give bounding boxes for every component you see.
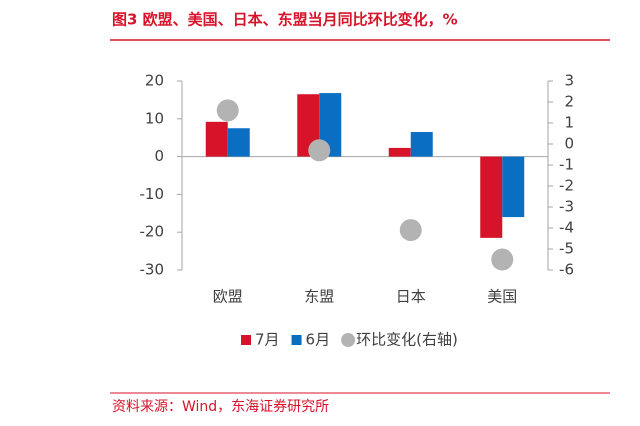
x-tick-label: 东盟 — [304, 288, 334, 306]
y-tick-label: 10 — [145, 109, 164, 127]
legend-label: 环比变化(右轴) — [356, 331, 458, 349]
point — [308, 139, 331, 162]
legend-label: 6月 — [306, 331, 331, 349]
legend-marker — [341, 333, 356, 347]
legend-marker — [241, 335, 251, 345]
y-tick-label: 0 — [154, 147, 164, 165]
bar — [480, 156, 503, 238]
y2-tick-label: -4 — [559, 219, 574, 237]
y2-tick-label: 2 — [564, 93, 574, 111]
x-tick-label: 美国 — [487, 288, 517, 306]
point — [491, 248, 514, 271]
bar — [502, 156, 525, 218]
y-tick-label: -30 — [140, 261, 165, 279]
chart-title: 图3 欧盟、美国、日本、东盟当月同比环比变化，% — [112, 11, 458, 29]
bar — [410, 132, 433, 157]
point — [216, 99, 239, 122]
legend-label: 7月 — [255, 331, 280, 349]
x-tick-label: 日本 — [396, 288, 426, 306]
y-tick-label: 20 — [145, 72, 164, 90]
y-tick-label: -10 — [140, 185, 165, 203]
y2-tick-label: -3 — [559, 198, 574, 216]
bar — [227, 128, 250, 157]
y2-tick-label: 0 — [564, 135, 574, 153]
source: 资料来源：Wind，东海证券研究所 — [112, 399, 329, 415]
y2-tick-label: 3 — [564, 72, 574, 90]
y2-tick-label: -2 — [559, 177, 574, 195]
point — [399, 219, 422, 242]
bar — [388, 147, 411, 157]
y2-tick-label: -6 — [559, 261, 574, 279]
y2-tick-label: 1 — [564, 114, 574, 132]
y-tick-label: -20 — [140, 223, 165, 241]
x-tick-label: 欧盟 — [213, 288, 243, 306]
y2-tick-label: -5 — [559, 240, 574, 258]
legend-marker — [291, 335, 302, 345]
y2-tick-label: -1 — [559, 156, 574, 174]
bar — [319, 93, 342, 157]
bar — [205, 121, 228, 157]
